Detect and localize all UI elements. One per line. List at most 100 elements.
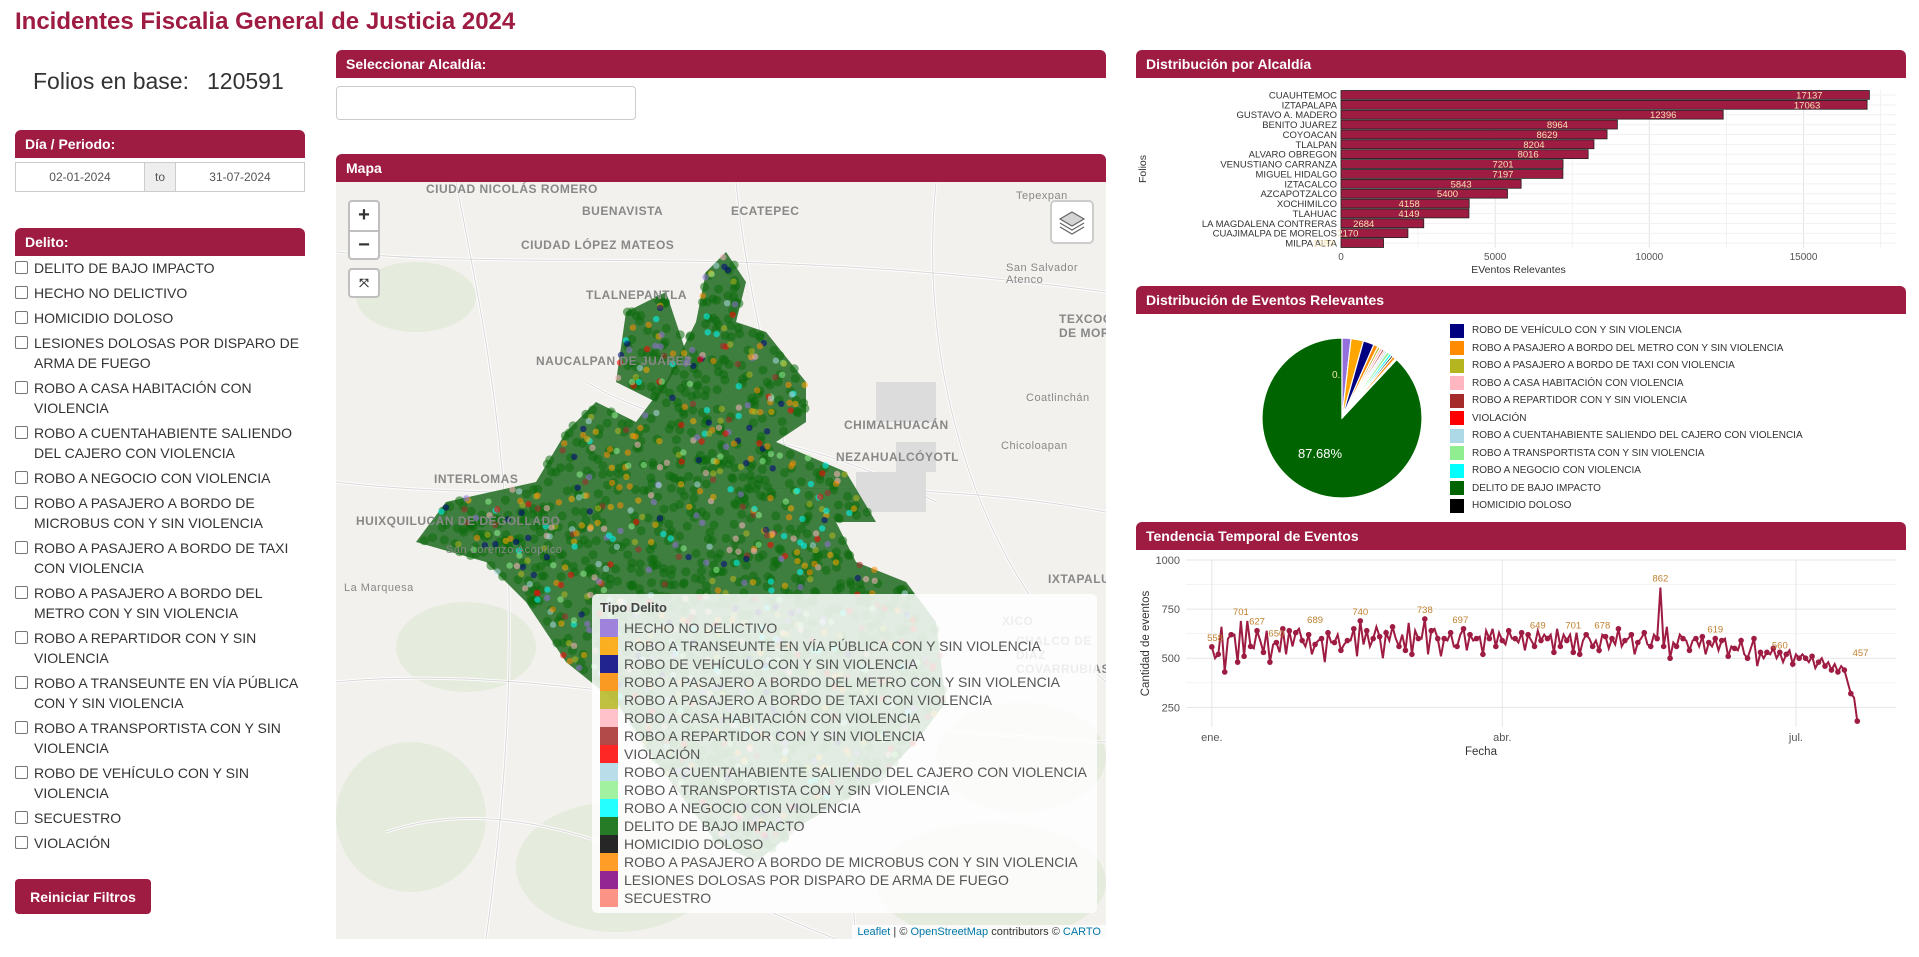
delito-option[interactable]: ROBO A CUENTAHABIENTE SALIENDO DEL CAJER…	[15, 423, 305, 463]
data-point	[1828, 667, 1835, 673]
data-point	[1376, 633, 1383, 640]
pie-legend-item: ROBO A REPARTIDOR CON Y SIN VIOLENCIA	[1450, 392, 1910, 410]
bar-value-label: 5400	[1437, 189, 1458, 200]
pie-legend-label: VIOLACIÓN	[1472, 412, 1527, 424]
delito-checkbox[interactable]	[15, 836, 28, 849]
osm-link[interactable]: OpenStreetMap	[910, 926, 989, 938]
svg-text:0.:: 0.:	[1332, 370, 1343, 381]
bar-category-label: CUAJIMALPA DE MORELOS	[1213, 229, 1337, 240]
leaflet-link[interactable]: Leaflet	[857, 926, 891, 938]
delito-option[interactable]: ROBO A TRANSPORTISTA CON Y SIN VIOLENCIA	[15, 718, 305, 758]
bar	[1340, 169, 1564, 179]
delito-checkbox[interactable]	[15, 261, 28, 274]
delito-option[interactable]: ROBO A PASAJERO A BORDO DE MICROBUS CON …	[15, 493, 305, 533]
pie-legend-swatch	[1450, 358, 1464, 373]
delito-option[interactable]: ROBO A PASAJERO A BORDO DEL METRO CON Y …	[15, 583, 305, 623]
legend-label: HECHO NO DELICTIVO	[624, 620, 778, 636]
data-point	[1635, 639, 1641, 646]
data-point	[1622, 637, 1628, 644]
data-point	[1215, 651, 1222, 658]
delito-checkbox[interactable]	[15, 676, 28, 689]
line-data-label: 558	[1207, 633, 1223, 644]
map-view[interactable]: CIUDAD NICOLÁS ROMERO BUENAVISTA ECATEPEC T…	[336, 182, 1106, 939]
delito-checkbox[interactable]	[15, 586, 28, 599]
legend-swatch	[600, 799, 618, 817]
delito-checkbox[interactable]	[15, 381, 28, 394]
legend-swatch	[600, 835, 618, 853]
legend-swatch	[600, 781, 618, 799]
bar-category-label: CUAUHTEMOC	[1269, 90, 1337, 101]
delito-option[interactable]: ROBO A REPARTIDOR CON Y SIN VIOLENCIA	[15, 628, 305, 668]
delito-checkbox[interactable]	[15, 286, 28, 299]
line-data-label: 701	[1565, 621, 1581, 632]
data-point	[1551, 649, 1557, 656]
zoom-out-button[interactable]: −	[348, 230, 380, 260]
data-point	[1854, 718, 1861, 724]
line-y-tick: 250	[1162, 702, 1180, 714]
date-end-input[interactable]: 31-07-2024	[175, 162, 305, 192]
delito-checkbox[interactable]	[15, 811, 28, 824]
delito-checkbox[interactable]	[15, 426, 28, 439]
pie-legend-swatch	[1450, 323, 1464, 338]
legend-item: LESIONES DOLOSAS POR DISPARO DE ARMA DE …	[600, 871, 1089, 889]
delito-option[interactable]: ROBO A PASAJERO A BORDO DE TAXI CON VIOL…	[15, 538, 305, 578]
delito-option[interactable]: VIOLACIÓN	[15, 833, 305, 853]
delito-option[interactable]: ROBO DE VEHÍCULO CON Y SIN VIOLENCIA	[15, 763, 305, 803]
map-place-label: CIUDAD NICOLÁS ROMERO	[426, 182, 598, 196]
reset-filters-button[interactable]: Reiniciar Filtros	[15, 879, 151, 914]
delito-checkbox[interactable]	[15, 336, 28, 349]
delito-option[interactable]: ROBO A CASA HABITACIÓN CON VIOLENCIA	[15, 378, 305, 418]
delito-checkbox[interactable]	[15, 541, 28, 554]
legend-item: ROBO DE VEHÍCULO CON Y SIN VIOLENCIA	[600, 655, 1089, 673]
data-point	[1757, 649, 1764, 656]
delito-option[interactable]: SECUESTRO	[15, 808, 305, 828]
bar-category-label: IZTACALCO	[1284, 179, 1337, 190]
bar	[1340, 198, 1470, 209]
delito-checkbox[interactable]	[15, 631, 28, 644]
delito-checkbox[interactable]	[15, 766, 28, 779]
data-point	[1260, 649, 1267, 656]
delito-option[interactable]: DELITO DE BAJO IMPACTO	[15, 258, 305, 278]
delito-checkbox[interactable]	[15, 471, 28, 484]
data-point	[1731, 645, 1738, 652]
delito-checkbox[interactable]	[15, 721, 28, 734]
legend-item: ROBO A TRANSEUNTE EN VÍA PÚBLICA CON Y S…	[600, 637, 1089, 655]
layers-icon[interactable]	[1050, 200, 1094, 244]
map-place-label: HUIXQUILUCAN DE DEGOLLADO	[356, 514, 561, 528]
data-point	[1686, 647, 1693, 654]
legend-label: ROBO A PASAJERO A BORDO DE MICROBUS CON …	[624, 854, 1078, 870]
data-point	[1325, 629, 1331, 636]
carto-link[interactable]: CARTO	[1062, 926, 1101, 938]
bar-x-axis-label: EVentos Relevantes	[1471, 264, 1566, 276]
data-point	[1667, 655, 1673, 662]
delito-checkbox[interactable]	[15, 311, 28, 324]
folios-value: 120591	[206, 68, 284, 94]
bar-category-label: AZCAPOTZALCO	[1260, 189, 1337, 200]
delito-option[interactable]: LESIONES DOLOSAS POR DISPARO DE ARMA DE …	[15, 333, 305, 373]
date-start-input[interactable]: 02-01-2024	[15, 162, 145, 192]
delito-option[interactable]: ROBO A TRANSEUNTE EN VÍA PÚBLICA CON Y S…	[15, 673, 305, 713]
delito-option[interactable]: HOMICIDIO DOLOSO	[15, 308, 305, 328]
zoom-in-button[interactable]: +	[348, 200, 380, 230]
bar-value-label: 7201	[1492, 160, 1513, 171]
bar-category-label: TLAHUAC	[1293, 209, 1337, 220]
pie-legend-item: ROBO DE VEHÍCULO CON Y SIN VIOLENCIA	[1450, 322, 1910, 340]
map-place-label: TLALNEPANTLA	[586, 288, 688, 302]
line-data-label: 678	[1594, 621, 1610, 632]
legend-label: VIOLACIÓN	[624, 746, 701, 762]
line-y-axis-label: Cantidad de eventos	[1140, 591, 1152, 697]
line-data-label: 457	[1853, 648, 1869, 659]
bar	[1340, 99, 1868, 110]
delito-option[interactable]: HECHO NO DELICTIVO	[15, 283, 305, 303]
data-point	[1370, 635, 1376, 642]
data-point	[1338, 647, 1344, 654]
line-x-tick: abr.	[1493, 732, 1511, 744]
line-data-label: 689	[1307, 615, 1323, 626]
data-point	[1280, 625, 1286, 632]
alcaldia-select[interactable]	[336, 86, 636, 120]
delito-checkbox[interactable]	[15, 496, 28, 509]
legend-item: DELITO DE BAJO IMPACTO	[600, 817, 1089, 835]
legend-swatch	[600, 871, 618, 889]
delito-option[interactable]: ROBO A NEGOCIO CON VIOLENCIA	[15, 468, 305, 488]
fullscreen-icon[interactable]: ⤧	[348, 268, 380, 298]
